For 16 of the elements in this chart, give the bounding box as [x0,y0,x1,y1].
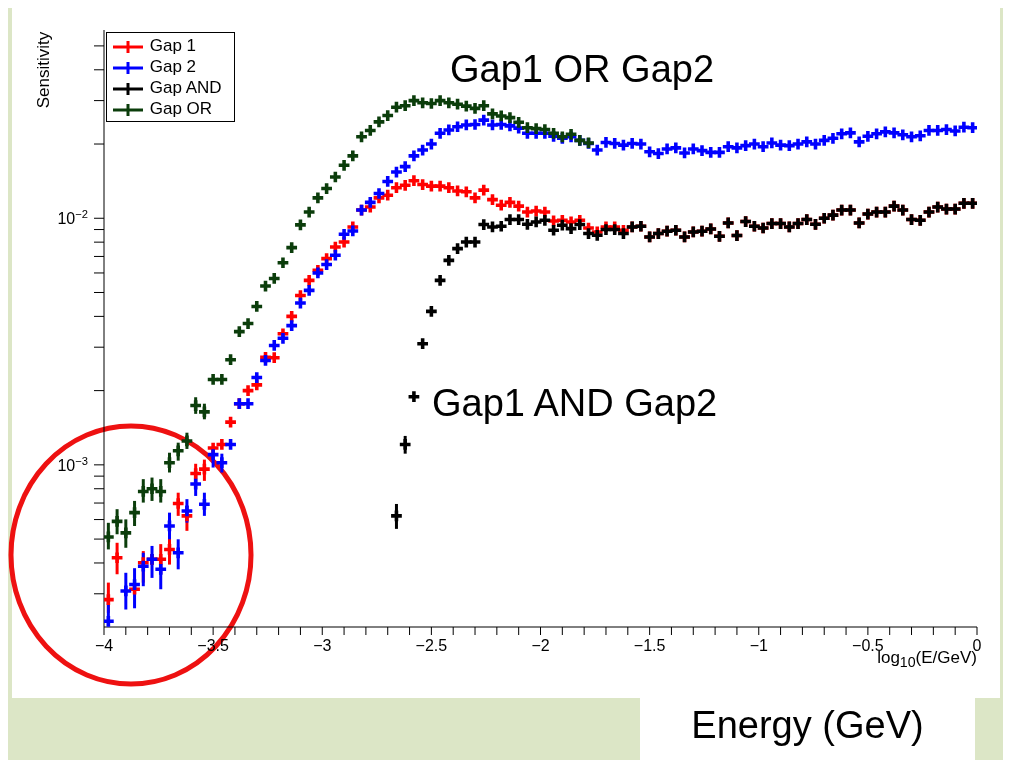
annotation: Gap1 AND Gap2 [432,382,718,425]
legend-label: Gap OR [148,98,214,119]
x-tick-label: −1.5 [633,637,666,654]
y-axis-title: Sensitivity [34,31,54,109]
legend-label: Gap 2 [148,56,198,77]
x-tick-label: −2 [531,637,550,654]
x-tick-label: −2.5 [415,637,448,654]
x-tick-label: −3 [313,637,332,654]
y-tick-label: 10$^{−2}$ [57,208,88,228]
y-tick-label: 10$^{−3}$ [57,454,88,474]
legend-label: Gap AND [148,77,222,98]
x-tick-label: −1 [749,637,768,654]
x-tick-label: −4 [94,637,114,654]
annotation: Gap1 OR Gap2 [450,48,715,91]
legend-label: Gap 1 [148,35,198,56]
text: Energy (GeV) [640,690,975,760]
